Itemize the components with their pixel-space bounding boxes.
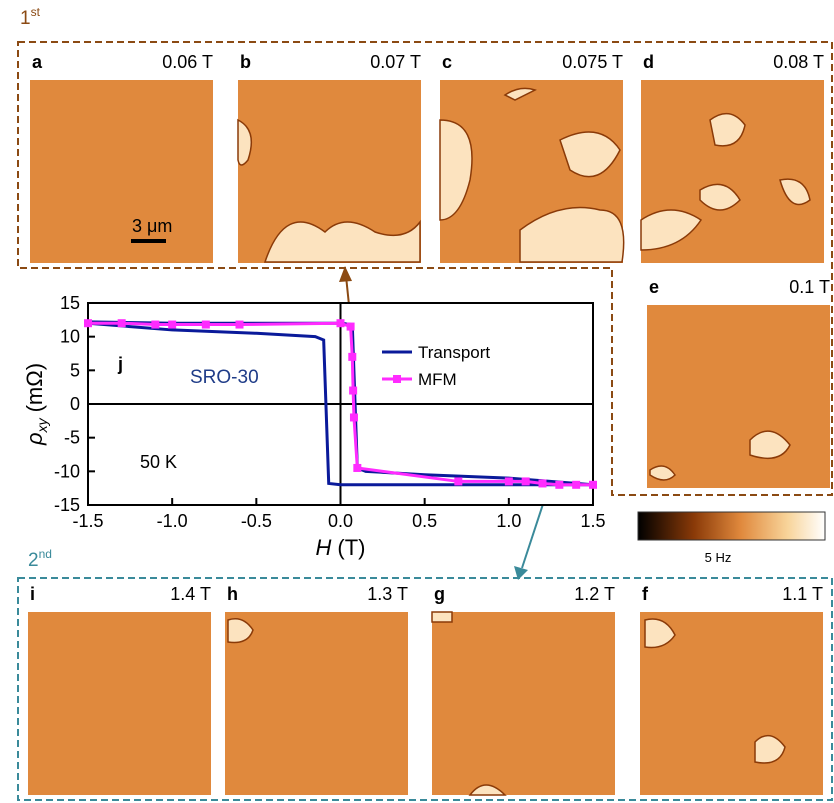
panel-letter: g <box>434 584 445 604</box>
legend-marker <box>393 375 401 383</box>
panel-letter: c <box>442 52 452 72</box>
panel-field: 1.2 T <box>574 584 615 604</box>
panel-letter: d <box>643 52 654 72</box>
y-tick-label: -10 <box>54 461 80 481</box>
y-tick-label: 0 <box>70 394 80 414</box>
colorbar <box>638 512 825 540</box>
panel-field: 0.075 T <box>562 52 623 72</box>
x-axis-label-part: (T) <box>337 535 365 560</box>
panel-letter: a <box>32 52 43 72</box>
marker <box>202 321 210 329</box>
mfm-image <box>28 612 211 795</box>
annotation: j <box>117 354 123 374</box>
panel-letter: i <box>30 584 35 604</box>
y-tick-label: 10 <box>60 327 80 347</box>
x-tick-label: -1.0 <box>157 511 188 531</box>
x-tick-label: 0.0 <box>328 511 353 531</box>
x-tick-label: -0.5 <box>241 511 272 531</box>
panel-letter: e <box>649 277 659 297</box>
marker <box>337 319 345 327</box>
y-axis-label-part: (mΩ) <box>22 363 47 412</box>
arrow <box>522 498 545 568</box>
marker <box>118 319 126 327</box>
marker <box>236 321 244 329</box>
sweep-label: 1st <box>20 5 41 29</box>
y-tick-label: 15 <box>60 293 80 313</box>
x-tick-label: 1.5 <box>580 511 605 531</box>
marker <box>589 481 597 489</box>
marker <box>350 413 358 421</box>
colorbar-label: 5 Hz <box>705 550 732 565</box>
legend-label: MFM <box>418 370 457 389</box>
y-axis-label-part: xy <box>34 417 50 433</box>
mfm-image <box>432 612 615 795</box>
marker <box>572 481 580 489</box>
panel-letter: h <box>227 584 238 604</box>
y-axis-label: ρxy (mΩ) <box>22 363 50 446</box>
marker <box>539 479 547 487</box>
x-tick-label: -1.5 <box>72 511 103 531</box>
marker <box>84 319 92 327</box>
mfm-image <box>30 80 213 263</box>
x-axis-label-part: H <box>316 535 332 560</box>
sweep-label: 2nd <box>28 547 52 571</box>
panel-field: 1.1 T <box>782 584 823 604</box>
panel-field: 0.06 T <box>162 52 213 72</box>
marker <box>505 477 513 485</box>
panel-field: 0.07 T <box>370 52 421 72</box>
panel-field: 0.1 T <box>789 277 830 297</box>
marker <box>168 321 176 329</box>
x-tick-label: 1.0 <box>496 511 521 531</box>
panel-letter: b <box>240 52 251 72</box>
panel-field: 0.08 T <box>773 52 824 72</box>
marker <box>454 477 462 485</box>
annotation: SRO-30 <box>190 367 259 388</box>
y-tick-label: 5 <box>70 360 80 380</box>
domain <box>432 612 452 622</box>
x-axis-label: H(T) <box>316 535 366 560</box>
figure: 1st 2nd a 0.06 T b 0.07 T c 0.075 T d 0.08 T e 0.… <box>0 0 834 803</box>
panel-field: 1.3 T <box>367 584 408 604</box>
marker <box>555 481 563 489</box>
annotation: 50 K <box>140 452 177 472</box>
panel-field: 1.4 T <box>170 584 211 604</box>
marker <box>522 477 530 485</box>
marker <box>347 323 355 331</box>
marker <box>353 464 361 472</box>
mfm-image <box>647 305 830 488</box>
scale-bar-label: 3 μm <box>132 216 172 236</box>
marker <box>151 321 159 329</box>
marker <box>349 387 357 395</box>
marker <box>348 353 356 361</box>
panel-letter: f <box>642 584 649 604</box>
legend-label: Transport <box>418 343 490 362</box>
x-tick-label: 0.5 <box>412 511 437 531</box>
y-tick-label: -5 <box>64 428 80 448</box>
mfm-image <box>225 612 408 795</box>
y-axis-label-part: ρ <box>22 432 47 446</box>
